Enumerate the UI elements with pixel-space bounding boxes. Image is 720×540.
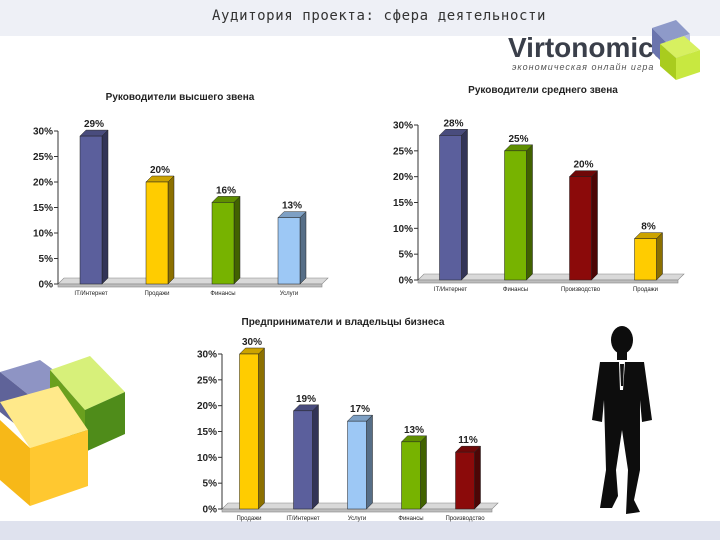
bar: [569, 176, 592, 281]
data-label: 16%: [216, 185, 236, 196]
logo-cubes-icon: [652, 20, 700, 80]
y-tick-label: 5%: [399, 250, 414, 261]
bar: [634, 238, 657, 281]
category-label: Услуги: [348, 516, 366, 522]
bar: [211, 202, 235, 285]
data-label: 13%: [282, 201, 302, 212]
y-tick-label: 15%: [197, 427, 217, 438]
slide-title: Аудитория проекта: сфера деятельности: [212, 8, 547, 24]
bar: [439, 135, 462, 281]
data-label: 25%: [508, 134, 528, 145]
data-label: 13%: [404, 425, 424, 436]
category-label: IT/Интернет: [286, 516, 319, 522]
virtonomica-logo: Virtonomica экономическая онлайн игра: [508, 32, 670, 73]
data-label: 20%: [150, 165, 170, 176]
bar: [293, 410, 313, 510]
bar: [347, 420, 367, 510]
data-label: 30%: [242, 337, 262, 348]
category-label: Продажи: [236, 516, 261, 522]
y-tick-label: 25%: [197, 375, 217, 386]
bar-side: [656, 232, 663, 281]
y-tick-label: 30%: [393, 121, 413, 132]
logo-tagline: экономическая онлайн игра: [512, 62, 655, 72]
y-tick-label: 0%: [39, 280, 54, 291]
y-tick-label: 10%: [33, 229, 53, 240]
chart-floor-edge: [57, 283, 323, 288]
data-label: 19%: [296, 394, 316, 405]
y-tick-label: 20%: [33, 178, 53, 189]
chart-title: Руководители высшего звена: [106, 92, 255, 103]
data-label: 17%: [350, 404, 370, 415]
bar: [504, 150, 527, 281]
businessman-silhouette-icon: [592, 326, 652, 514]
bar: [401, 441, 421, 510]
data-label: 29%: [84, 119, 104, 130]
y-tick-label: 30%: [33, 127, 53, 138]
bar-side: [474, 445, 481, 510]
bar-side: [299, 211, 307, 285]
data-label: 20%: [573, 160, 593, 171]
bar-side: [233, 195, 241, 285]
y-tick-label: 20%: [393, 172, 413, 183]
y-tick-label: 10%: [197, 453, 217, 464]
y-tick-label: 20%: [197, 401, 217, 412]
category-label: IT/Интернет: [74, 291, 107, 297]
decorative-cubes-icon: [0, 356, 125, 506]
bar: [145, 181, 169, 285]
chart-entrepreneurs: Предприниматели и владельцы бизнеса 0% 5% 1…: [197, 316, 499, 522]
top-band: [0, 0, 720, 36]
bar-side: [420, 435, 427, 510]
category-label: Производство: [561, 287, 601, 293]
data-label: 28%: [443, 118, 463, 129]
category-label: IT/Интернет: [434, 287, 467, 293]
chart-floor-edge: [221, 508, 493, 513]
chart-middle-managers: Руководители среднего звена 0% 5% 10% 15% 20%…: [393, 85, 685, 293]
y-tick-label: 0%: [203, 505, 218, 516]
y-tick-label: 5%: [203, 479, 218, 490]
y-tick-label: 25%: [33, 152, 53, 163]
y-tick-label: 0%: [399, 276, 414, 287]
category-label: Продажи: [144, 291, 169, 297]
data-label: 8%: [641, 222, 656, 233]
chart-title: Руководители среднего звена: [468, 85, 618, 96]
bar-side: [101, 129, 109, 285]
bar-side: [461, 128, 468, 281]
y-tick-label: 15%: [33, 203, 53, 214]
category-label: Продажи: [633, 287, 658, 293]
category-label: Финансы: [398, 516, 423, 522]
bar-side: [526, 144, 533, 281]
category-label: Производство: [445, 516, 485, 522]
bar-side: [366, 414, 373, 510]
logo-name: Virtonomica: [508, 32, 670, 63]
bar-side: [591, 170, 598, 281]
y-tick-label: 25%: [393, 146, 413, 157]
bar: [79, 135, 103, 285]
y-tick-label: 15%: [393, 198, 413, 209]
y-tick-label: 5%: [39, 254, 54, 265]
bar-side: [167, 175, 175, 285]
bar: [455, 451, 475, 510]
y-tick-label: 10%: [393, 224, 413, 235]
category-label: Финансы: [503, 287, 528, 293]
data-label: 11%: [458, 435, 478, 446]
category-label: Финансы: [210, 291, 235, 297]
chart-top-managers: Руководители высшего звена 0% 5% 10% 15% 20% 2…: [33, 92, 329, 297]
category-label: Услуги: [280, 291, 298, 297]
bar-side: [258, 347, 265, 510]
chart-floor-edge: [417, 279, 679, 284]
bottom-band: [0, 521, 720, 540]
bar: [239, 353, 259, 510]
y-tick-label: 30%: [197, 350, 217, 361]
bar: [277, 217, 301, 285]
bar-side: [312, 404, 319, 510]
chart-title: Предприниматели и владельцы бизнеса: [242, 316, 445, 328]
